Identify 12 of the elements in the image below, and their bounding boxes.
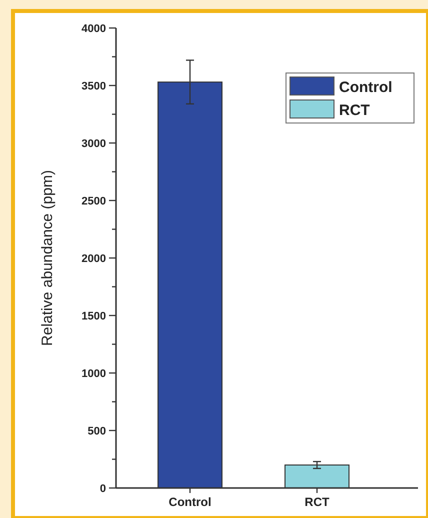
y-tick-label: 2000 <box>82 252 106 265</box>
y-tick-label: 0 <box>100 482 106 495</box>
y-tick-label: 2500 <box>82 195 106 208</box>
y-tick-label: 3000 <box>82 138 106 150</box>
legend-label: RCT <box>339 102 370 119</box>
y-tick-label: 4000 <box>82 22 106 35</box>
y-tick-label: 500 <box>88 425 106 438</box>
legend-label: Control <box>339 79 392 96</box>
y-tick-label: 1000 <box>82 368 106 380</box>
y-axis-title: Relative abundance (ppm) <box>39 170 56 346</box>
y-tick-label: 1500 <box>82 310 106 322</box>
y-tick-label: 3500 <box>82 80 106 92</box>
